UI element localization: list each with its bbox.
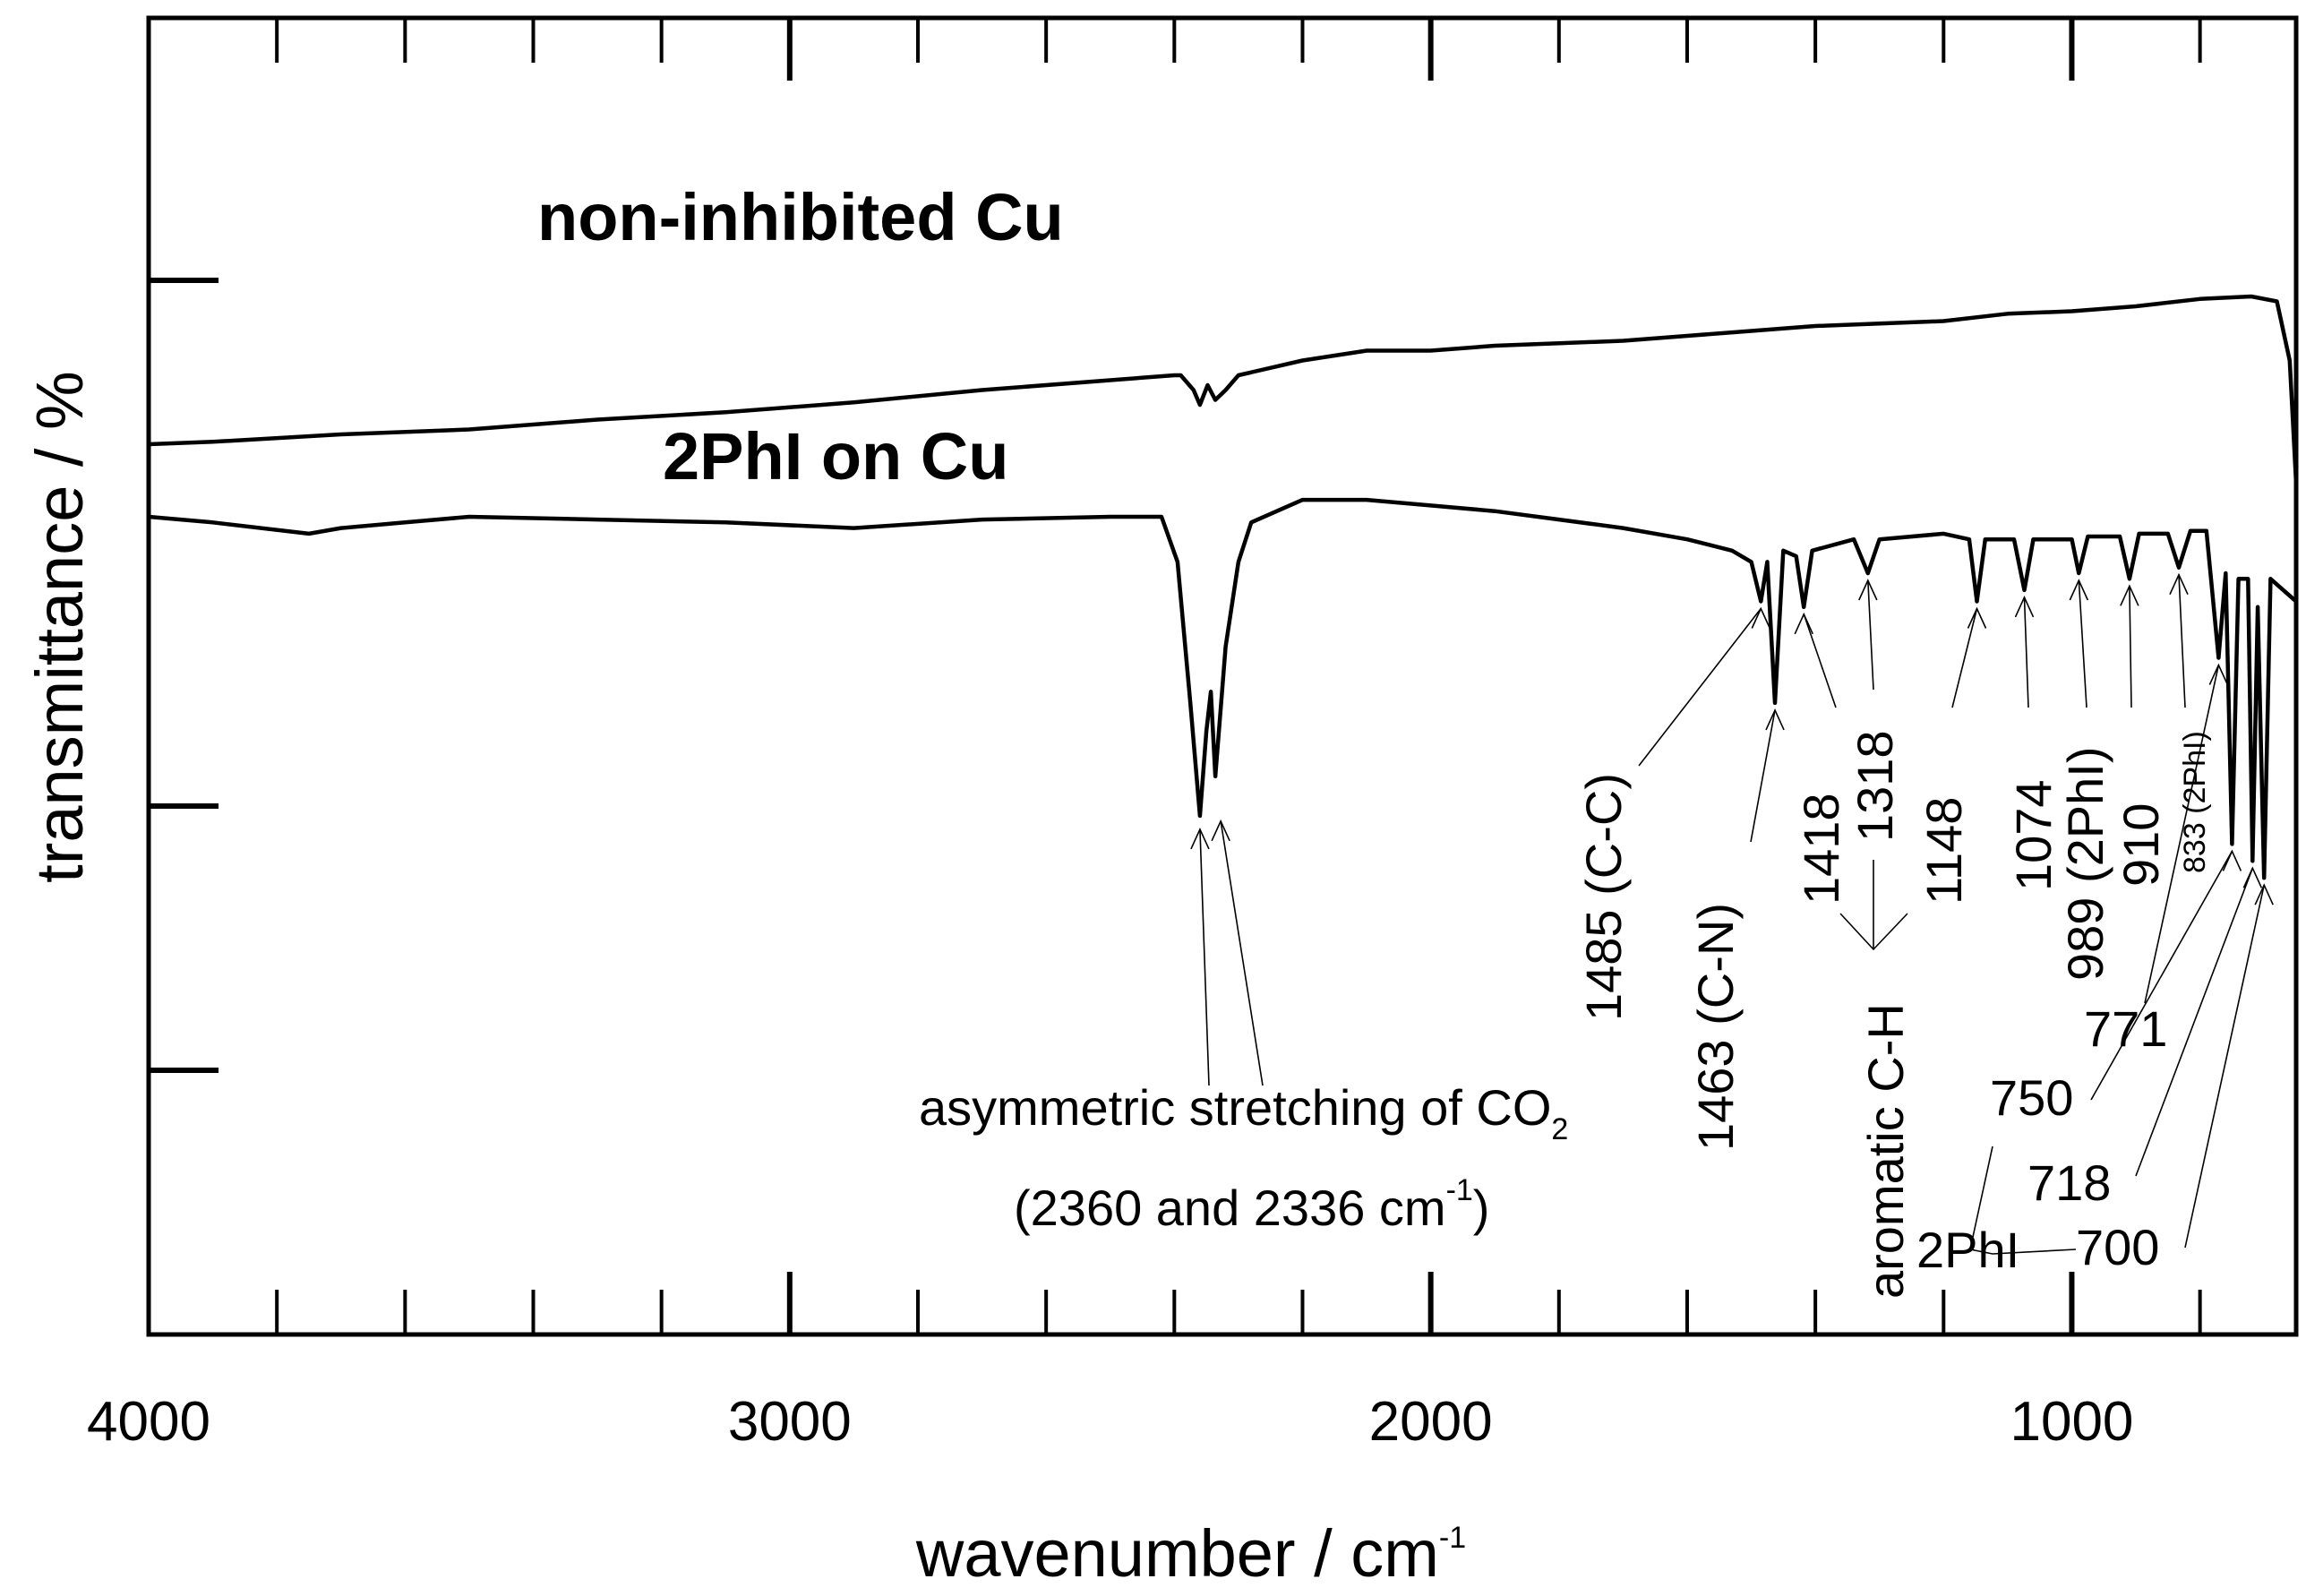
- x-tick-label: 3000: [728, 1391, 852, 1453]
- leader-833: [2178, 574, 2186, 708]
- series-line-2phi-on-cu: [148, 497, 2298, 880]
- x-axis-title: wavenumber / cm-1: [915, 1516, 1466, 1591]
- leader-1418: [1803, 614, 1837, 708]
- leader-1318-arrow: [1858, 579, 1878, 601]
- annotation-1463: 1463 (C-N): [1687, 903, 1744, 1151]
- leader-1074: [2023, 596, 2029, 708]
- annotation-1074: 1074: [2005, 779, 2062, 891]
- series-layer: [148, 294, 2299, 880]
- series-line-non-inhibited-cu: [148, 294, 2299, 485]
- x-tick-label: 2000: [1369, 1391, 1493, 1453]
- leader-co2-2336-arrow: [1211, 819, 1230, 842]
- leader-771: [2144, 665, 2220, 1004]
- leader-700: [2184, 885, 2265, 1248]
- leader-co2-2360: [1199, 828, 1210, 1086]
- annotation-1148: 1148: [1916, 797, 1972, 905]
- leader-718: [2135, 868, 2254, 1177]
- x-tick-labels: 4000 3000 2000 1000: [87, 1391, 2133, 1453]
- annotation-co2-line1: asymmetric stretching of CO2: [919, 1079, 1568, 1146]
- annotation-718: 718: [2027, 1154, 2111, 1211]
- annotation-aromatic-ch: aromatic C-H: [1857, 1003, 1914, 1299]
- y-axis-title: transmittance / %: [22, 371, 97, 883]
- annotation-1318: 1318: [1847, 730, 1903, 842]
- annotation-910: 910: [2113, 803, 2169, 887]
- series-label-2phi: 2PhI on Cu: [663, 419, 1008, 493]
- annotation-1485: 1485 (C-C): [1575, 773, 1632, 1021]
- plot-frame: [146, 15, 2299, 1337]
- leader-1418-arrow: [1794, 612, 1813, 635]
- x-tick-label: 4000: [87, 1391, 210, 1453]
- annotation-layer: [1190, 572, 2274, 1255]
- leader-771-arrow: [2208, 663, 2229, 685]
- leader-910: [2129, 586, 2132, 708]
- leader-1148: [1951, 608, 1978, 708]
- leader-co2-2360-arrow: [1190, 827, 1210, 850]
- annotation-1418: 1418: [1793, 793, 1849, 905]
- leader-750: [2090, 851, 2233, 1101]
- x-tick-label: 1000: [2010, 1391, 2133, 1453]
- annotation-2phi: 2PhI: [1916, 1222, 2019, 1278]
- annotation-700: 700: [2076, 1219, 2159, 1275]
- annotation-750: 750: [1990, 1069, 2073, 1126]
- leader-989: [2078, 579, 2087, 708]
- leader-co2-2336: [1220, 820, 1264, 1086]
- leader-833-arrow: [2169, 572, 2189, 596]
- leader-750-arrow: [2222, 849, 2242, 871]
- leader-1485-arrow: [1751, 606, 1771, 629]
- 2phi-connector: [1969, 1146, 2077, 1255]
- annotation-833: 833 (2PhI): [2178, 731, 2212, 873]
- annotation-co2-line2: (2360 and 2336 cm-1): [1014, 1173, 1489, 1236]
- axis-ticks: [149, 18, 2202, 1334]
- annotation-989: 989 (2PhI): [2057, 747, 2113, 982]
- leader-718-arrow: [2242, 866, 2263, 888]
- leader-1148-arrow: [1967, 606, 1987, 629]
- leader-910-arrow: [2120, 584, 2139, 606]
- series-label-non-inhibited: non-inhibited Cu: [537, 180, 1064, 254]
- annotation-771: 771: [2084, 1000, 2167, 1057]
- leader-1485: [1638, 608, 1762, 767]
- leader-1463-arrow: [1765, 708, 1785, 731]
- leader-1074-arrow: [2014, 595, 2035, 618]
- leader-1318: [1867, 579, 1874, 691]
- leader-700-arrow: [2254, 883, 2274, 905]
- leader-989-arrow: [2069, 579, 2089, 601]
- leader-1463: [1750, 709, 1776, 843]
